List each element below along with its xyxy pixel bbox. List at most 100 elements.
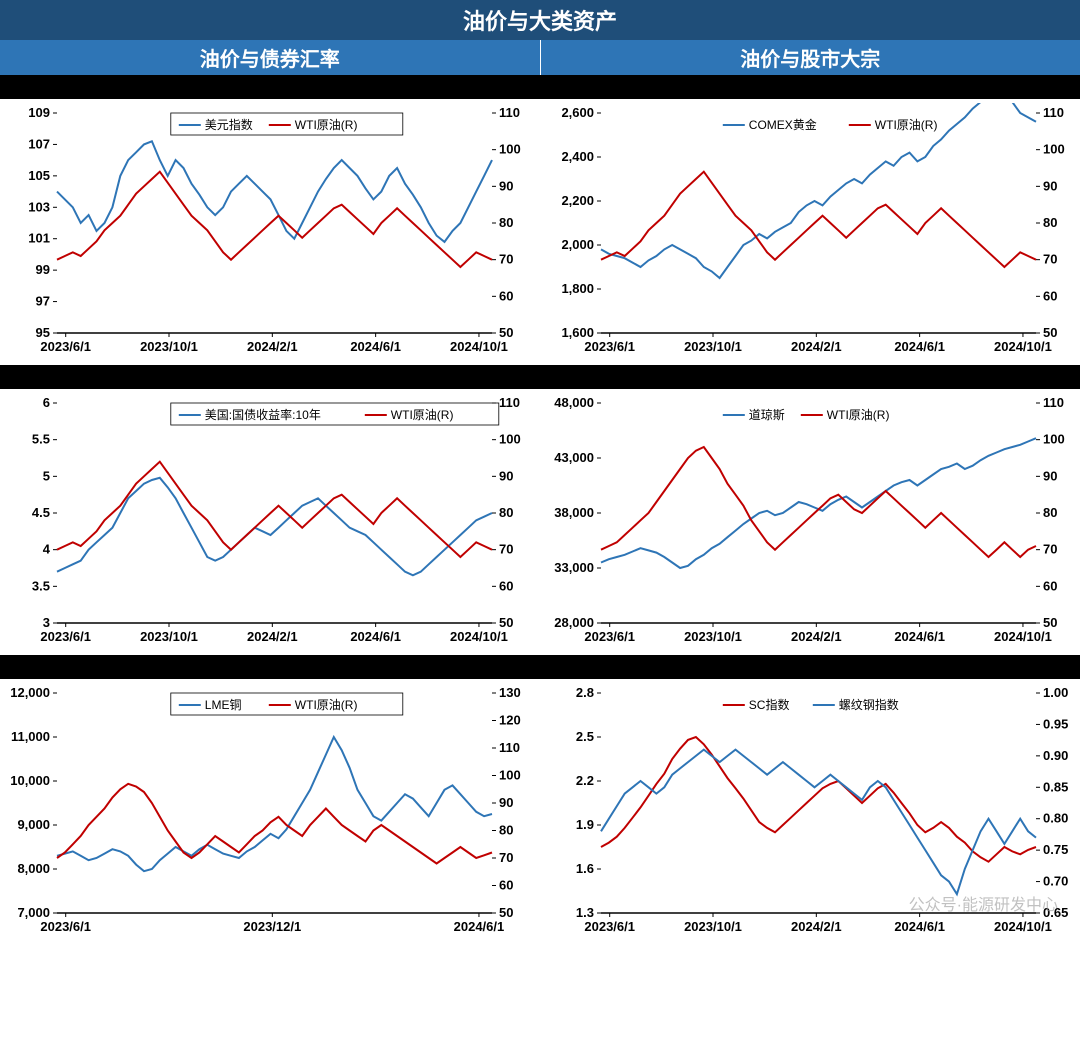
- svg-text:SC指数: SC指数: [749, 697, 790, 712]
- svg-text:4: 4: [43, 542, 51, 557]
- svg-text:1.3: 1.3: [576, 905, 594, 920]
- svg-text:60: 60: [499, 878, 513, 893]
- svg-text:33,000: 33,000: [554, 560, 594, 575]
- spacer-row-3: [0, 655, 1080, 679]
- svg-text:60: 60: [1043, 288, 1057, 303]
- svg-text:1,600: 1,600: [561, 325, 594, 340]
- svg-text:90: 90: [1043, 178, 1057, 193]
- svg-text:3.5: 3.5: [32, 578, 50, 593]
- svg-text:2,000: 2,000: [561, 237, 594, 252]
- svg-text:2023/10/1: 2023/10/1: [684, 339, 742, 354]
- svg-text:12,000: 12,000: [10, 685, 50, 700]
- svg-text:0.90: 0.90: [1043, 748, 1068, 763]
- chart-dji: 28,00033,00038,00043,00048,0005060708090…: [544, 389, 1080, 655]
- svg-text:9,000: 9,000: [17, 817, 50, 832]
- svg-text:2.8: 2.8: [576, 685, 594, 700]
- svg-text:80: 80: [499, 823, 513, 838]
- svg-text:LME铜: LME铜: [205, 697, 242, 712]
- svg-text:2024/10/1: 2024/10/1: [450, 339, 508, 354]
- svg-text:2023/6/1: 2023/6/1: [584, 339, 635, 354]
- chart-gold: 1,6001,8002,0002,2002,4002,6005060708090…: [544, 99, 1080, 365]
- subtitle-right: 油价与股市大宗: [541, 40, 1080, 75]
- svg-text:2024/6/1: 2024/6/1: [350, 629, 401, 644]
- svg-text:110: 110: [1043, 395, 1064, 410]
- svg-text:10,000: 10,000: [10, 773, 50, 788]
- svg-text:2024/2/1: 2024/2/1: [791, 629, 842, 644]
- svg-text:0.70: 0.70: [1043, 874, 1068, 889]
- svg-text:28,000: 28,000: [554, 615, 594, 630]
- svg-text:95: 95: [36, 325, 50, 340]
- svg-text:100: 100: [499, 142, 521, 157]
- svg-text:80: 80: [1043, 505, 1057, 520]
- svg-text:110: 110: [499, 105, 520, 120]
- svg-text:2024/10/1: 2024/10/1: [994, 339, 1052, 354]
- svg-text:2024/10/1: 2024/10/1: [450, 629, 508, 644]
- main-title: 油价与大类资产: [0, 0, 1080, 40]
- svg-text:2024/2/1: 2024/2/1: [791, 339, 842, 354]
- svg-text:2.5: 2.5: [576, 729, 594, 744]
- svg-text:60: 60: [499, 578, 513, 593]
- svg-text:107: 107: [28, 136, 50, 151]
- svg-text:2023/10/1: 2023/10/1: [140, 339, 198, 354]
- svg-text:2023/6/1: 2023/6/1: [40, 919, 91, 934]
- svg-text:80: 80: [499, 505, 513, 520]
- svg-text:2,600: 2,600: [561, 105, 594, 120]
- svg-text:1.9: 1.9: [576, 817, 594, 832]
- svg-text:0.65: 0.65: [1043, 905, 1068, 920]
- svg-text:美国:国债收益率:10年: 美国:国债收益率:10年: [205, 407, 321, 422]
- svg-text:1,800: 1,800: [561, 281, 594, 296]
- svg-text:0.80: 0.80: [1043, 811, 1068, 826]
- svg-text:2023/6/1: 2023/6/1: [40, 339, 91, 354]
- svg-text:130: 130: [499, 685, 521, 700]
- svg-text:6: 6: [43, 395, 50, 410]
- svg-text:2024/6/1: 2024/6/1: [454, 919, 505, 934]
- svg-text:70: 70: [1043, 252, 1057, 267]
- svg-text:50: 50: [499, 325, 513, 340]
- svg-text:2024/2/1: 2024/2/1: [247, 629, 298, 644]
- svg-text:110: 110: [499, 740, 520, 755]
- svg-text:60: 60: [499, 288, 513, 303]
- svg-text:8,000: 8,000: [17, 861, 50, 876]
- svg-text:2024/6/1: 2024/6/1: [894, 339, 945, 354]
- chart-lme: 7,0008,0009,00010,00011,00012,0005060708…: [0, 679, 544, 945]
- svg-text:WTI原油(R): WTI原油(R): [295, 118, 358, 132]
- svg-text:110: 110: [499, 395, 520, 410]
- svg-text:0.85: 0.85: [1043, 779, 1068, 794]
- svg-text:100: 100: [499, 768, 521, 783]
- subtitle-left: 油价与债券汇率: [0, 40, 541, 75]
- svg-text:70: 70: [1043, 542, 1057, 557]
- svg-text:2023/6/1: 2023/6/1: [584, 629, 635, 644]
- svg-text:WTI原油(R): WTI原油(R): [875, 118, 938, 132]
- svg-text:2023/12/1: 2023/12/1: [243, 919, 301, 934]
- svg-text:3: 3: [43, 615, 50, 630]
- svg-text:2024/10/1: 2024/10/1: [994, 629, 1052, 644]
- svg-text:100: 100: [1043, 432, 1065, 447]
- svg-text:道琼斯: 道琼斯: [749, 407, 785, 422]
- svg-text:0.95: 0.95: [1043, 716, 1068, 731]
- svg-text:WTI原油(R): WTI原油(R): [295, 698, 358, 712]
- svg-text:101: 101: [28, 231, 50, 246]
- chart-row-3: 7,0008,0009,00010,00011,00012,0005060708…: [0, 679, 1080, 945]
- svg-text:4.5: 4.5: [32, 505, 50, 520]
- svg-text:110: 110: [1043, 105, 1064, 120]
- svg-text:50: 50: [1043, 615, 1057, 630]
- svg-text:100: 100: [1043, 142, 1065, 157]
- svg-text:WTI原油(R): WTI原油(R): [391, 408, 454, 422]
- svg-text:2023/6/1: 2023/6/1: [40, 629, 91, 644]
- svg-text:50: 50: [499, 905, 513, 920]
- svg-text:70: 70: [499, 850, 513, 865]
- svg-text:5.5: 5.5: [32, 432, 50, 447]
- svg-text:2.2: 2.2: [576, 773, 594, 788]
- svg-text:1.00: 1.00: [1043, 685, 1068, 700]
- subtitle-row: 油价与债券汇率 油价与股市大宗: [0, 40, 1080, 75]
- svg-text:50: 50: [1043, 325, 1057, 340]
- chart-sc-rebar: 1.31.61.92.22.52.80.650.700.750.800.850.…: [544, 679, 1080, 945]
- svg-text:COMEX黄金: COMEX黄金: [749, 117, 817, 132]
- svg-text:90: 90: [499, 178, 513, 193]
- svg-text:90: 90: [499, 468, 513, 483]
- svg-text:70: 70: [499, 542, 513, 557]
- svg-text:2023/10/1: 2023/10/1: [140, 629, 198, 644]
- chart-row-1: 9597991011031051071095060708090100110202…: [0, 99, 1080, 365]
- svg-text:2,400: 2,400: [561, 149, 594, 164]
- svg-text:38,000: 38,000: [554, 505, 594, 520]
